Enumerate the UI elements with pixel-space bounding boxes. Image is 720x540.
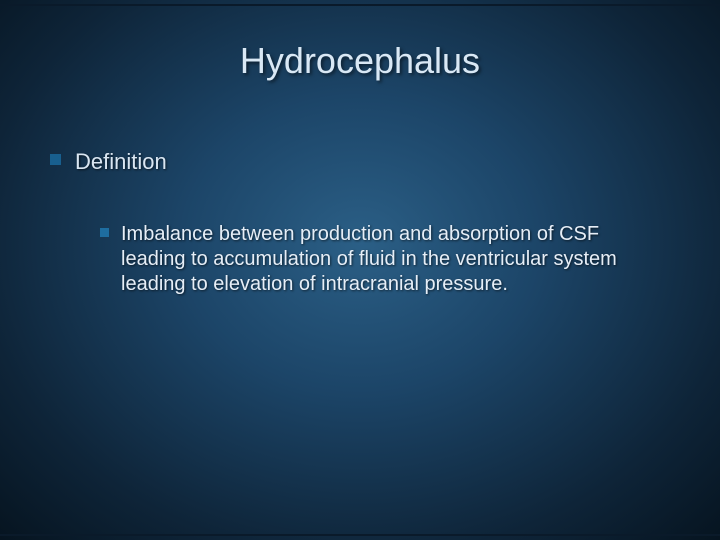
square-bullet-icon [50,154,61,165]
slide-title: Hydrocephalus [0,40,720,82]
bullet-level1: Definition [50,148,167,176]
top-border-line [0,4,720,6]
slide: Hydrocephalus Definition Imbalance betwe… [0,0,720,540]
bullet-level1-text: Definition [75,148,167,176]
bullet-level2-text: Imbalance between production and absorpt… [121,222,660,297]
square-bullet-icon [100,228,109,237]
bullet-level2: Imbalance between production and absorpt… [100,222,660,297]
bottom-border-line [0,534,720,536]
